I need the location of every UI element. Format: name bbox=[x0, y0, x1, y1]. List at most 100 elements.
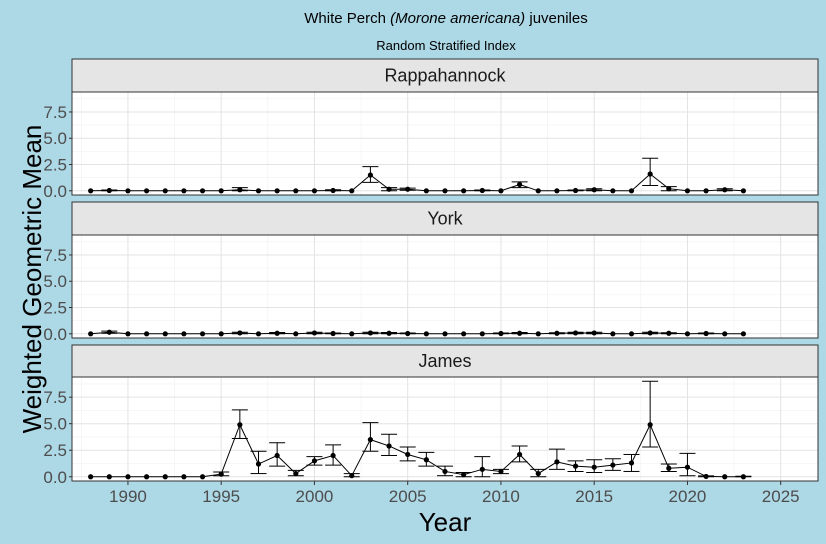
data-point bbox=[88, 188, 94, 194]
data-point bbox=[144, 331, 150, 337]
data-point bbox=[199, 331, 206, 337]
y-tick-label: 2.5 bbox=[43, 441, 67, 460]
data-point bbox=[237, 422, 243, 428]
data-point bbox=[628, 331, 635, 337]
data-point bbox=[535, 331, 541, 337]
data-point bbox=[181, 331, 187, 337]
x-tick-label: 2010 bbox=[482, 487, 520, 506]
chart-title-prefix: White Perch bbox=[304, 10, 390, 27]
data-point bbox=[423, 188, 429, 194]
data-point bbox=[591, 330, 597, 336]
data-point bbox=[703, 188, 709, 194]
data-point bbox=[330, 452, 336, 459]
data-point bbox=[162, 188, 168, 194]
series-line bbox=[90, 173, 744, 192]
y-tick-label: 5.0 bbox=[43, 129, 67, 148]
data-point bbox=[125, 474, 131, 480]
x-tick-label: 1990 bbox=[109, 487, 147, 506]
data-point bbox=[311, 458, 318, 464]
panel-strip-0 bbox=[71, 58, 819, 93]
data-point bbox=[666, 330, 672, 336]
data-point bbox=[461, 188, 467, 194]
x-tick-label: 2005 bbox=[389, 487, 427, 506]
data-point bbox=[125, 188, 131, 194]
data-point bbox=[255, 331, 262, 337]
data-point bbox=[628, 460, 635, 466]
panel-background-2 bbox=[72, 377, 818, 481]
y-tick-label: 0.0 bbox=[43, 182, 67, 201]
data-point bbox=[572, 187, 579, 194]
data-point bbox=[554, 459, 560, 465]
panel-background-0 bbox=[72, 92, 818, 195]
data-point bbox=[349, 331, 355, 337]
data-point bbox=[106, 474, 112, 480]
data-point bbox=[442, 468, 448, 475]
y-tick-label: 7.5 bbox=[43, 246, 67, 265]
data-point bbox=[610, 188, 616, 194]
data-point bbox=[181, 188, 187, 194]
y-tick-label: 7.5 bbox=[43, 388, 67, 407]
data-point bbox=[218, 188, 224, 194]
x-tick-label: 1995 bbox=[202, 487, 240, 506]
data-point bbox=[144, 474, 150, 480]
panel-border-0 bbox=[71, 91, 819, 196]
data-point bbox=[199, 188, 206, 194]
data-point bbox=[591, 464, 597, 470]
data-point bbox=[237, 187, 243, 193]
data-point bbox=[740, 474, 747, 480]
data-point bbox=[218, 471, 224, 477]
x-tick-label: 2025 bbox=[762, 487, 800, 506]
data-point bbox=[535, 188, 541, 194]
data-point bbox=[498, 188, 504, 194]
chart-title: White Perch (Morone americana) juveniles bbox=[304, 10, 587, 27]
y-axis-label: Weighted Geometric Mean bbox=[17, 125, 47, 434]
data-point bbox=[442, 188, 448, 194]
data-point bbox=[498, 468, 504, 475]
x-tick-label: 2020 bbox=[669, 487, 707, 506]
data-point bbox=[479, 187, 485, 194]
data-point bbox=[442, 331, 448, 337]
y-tick-label: 2.5 bbox=[43, 156, 67, 175]
data-point bbox=[367, 330, 373, 336]
data-point bbox=[293, 470, 299, 477]
data-point bbox=[740, 331, 747, 337]
data-point bbox=[666, 465, 672, 471]
data-point bbox=[106, 187, 112, 194]
data-point bbox=[591, 187, 597, 193]
data-point bbox=[386, 186, 392, 192]
data-point bbox=[349, 188, 355, 194]
data-point bbox=[684, 331, 691, 337]
data-point bbox=[610, 462, 616, 468]
data-point bbox=[479, 331, 485, 337]
data-point bbox=[274, 330, 280, 336]
data-point bbox=[106, 329, 112, 335]
data-point bbox=[517, 451, 523, 458]
y-tick-label: 2.5 bbox=[43, 299, 67, 318]
panel-label: Rappahannock bbox=[384, 66, 506, 86]
data-point bbox=[237, 330, 243, 336]
data-point bbox=[162, 331, 168, 337]
data-point bbox=[88, 331, 94, 337]
data-point bbox=[628, 188, 635, 194]
series-line bbox=[90, 423, 744, 478]
data-point bbox=[498, 330, 504, 337]
data-point bbox=[405, 186, 411, 192]
data-point bbox=[647, 171, 653, 177]
data-point bbox=[274, 188, 280, 194]
data-point bbox=[517, 330, 523, 336]
data-point bbox=[367, 172, 373, 178]
chart-title-species: (Morone americana) bbox=[390, 10, 525, 27]
data-point bbox=[517, 181, 523, 188]
data-point bbox=[461, 472, 467, 478]
data-point bbox=[610, 331, 616, 337]
data-point bbox=[330, 187, 336, 194]
data-point bbox=[311, 330, 318, 336]
data-point bbox=[311, 188, 318, 194]
data-point bbox=[461, 331, 467, 337]
series-line bbox=[90, 331, 744, 335]
data-point bbox=[199, 474, 206, 480]
data-point bbox=[423, 331, 429, 337]
data-point bbox=[293, 188, 299, 194]
data-point bbox=[684, 188, 691, 194]
